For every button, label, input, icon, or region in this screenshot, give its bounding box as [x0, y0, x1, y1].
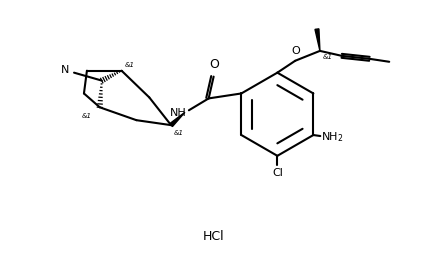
Text: NH: NH: [170, 108, 187, 118]
Text: Cl: Cl: [272, 168, 283, 178]
Text: N: N: [61, 65, 69, 75]
Text: &1: &1: [323, 54, 333, 60]
Text: O: O: [210, 58, 220, 71]
Polygon shape: [315, 29, 320, 51]
Text: NH$_2$: NH$_2$: [321, 130, 344, 144]
Text: &1: &1: [82, 113, 92, 119]
Text: &1: &1: [174, 130, 184, 136]
Text: HCl: HCl: [203, 230, 225, 243]
Text: O: O: [292, 46, 300, 56]
Text: &1: &1: [125, 62, 134, 68]
Polygon shape: [170, 112, 185, 127]
